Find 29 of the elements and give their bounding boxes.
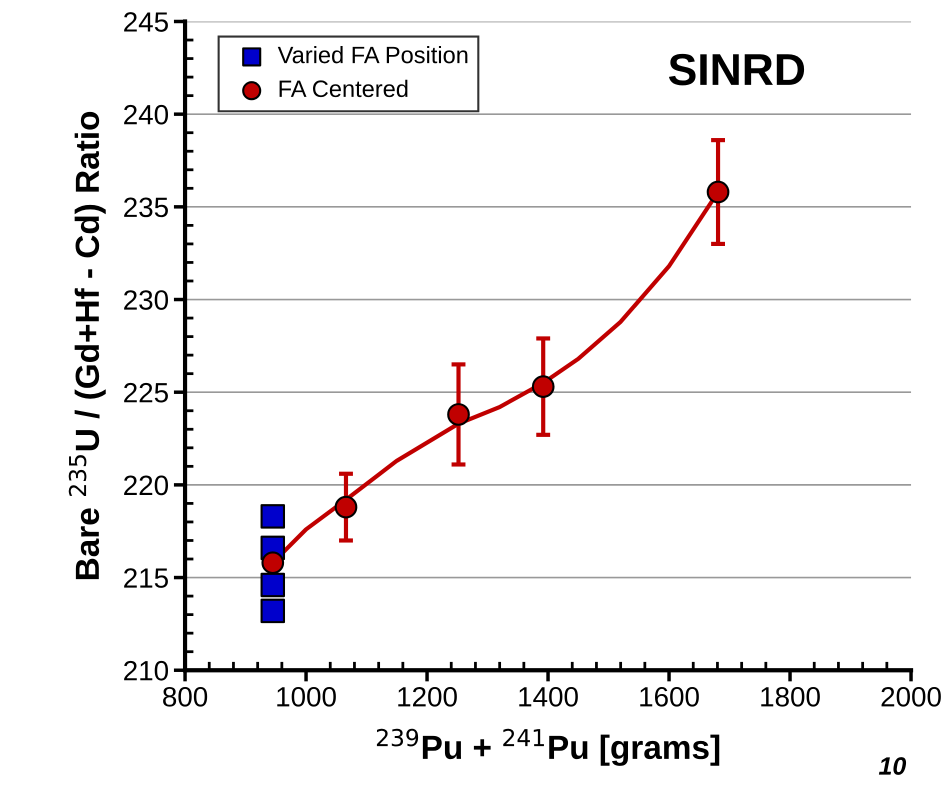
x-tick-label: 1800 [761,686,820,707]
text: 10 [878,757,906,775]
point [532,375,555,398]
y-tick-label: 230 [124,290,168,310]
y-tick-label: 210 [124,660,168,681]
y-tick-label: 215 [124,568,168,588]
point [447,403,470,426]
x-tick-label: 800 [163,686,208,707]
y-tick-label: 235 [124,198,168,218]
y-tick-label: 220 [124,476,168,496]
point [260,504,286,529]
x-tick-label: 1400 [519,686,578,707]
y-tick-label: 225 [124,382,168,403]
legend-label: Varied FA Position [278,46,468,64]
x-tick-label: 1600 [640,686,699,707]
x-tick-label: 1200 [398,686,457,707]
point [706,180,730,204]
point [261,551,284,574]
x-axis-title: $^{239}$Pu + $^{241}$Pu [grams] [376,728,720,766]
y-tick-label: 240 [124,104,168,125]
point [260,572,286,598]
point [260,598,286,624]
y-axis-title: Bare $^{235}$U / (Gd+Hf - Cd) Ratio [68,112,106,580]
x-tick-label: 1000 [277,686,336,707]
x-tick-label: 2000 [882,686,941,707]
legend-label: FA Centered [280,80,408,98]
annotation: SINRD [668,54,804,86]
y-tick-label: 245 [124,12,168,32]
point [334,496,358,518]
